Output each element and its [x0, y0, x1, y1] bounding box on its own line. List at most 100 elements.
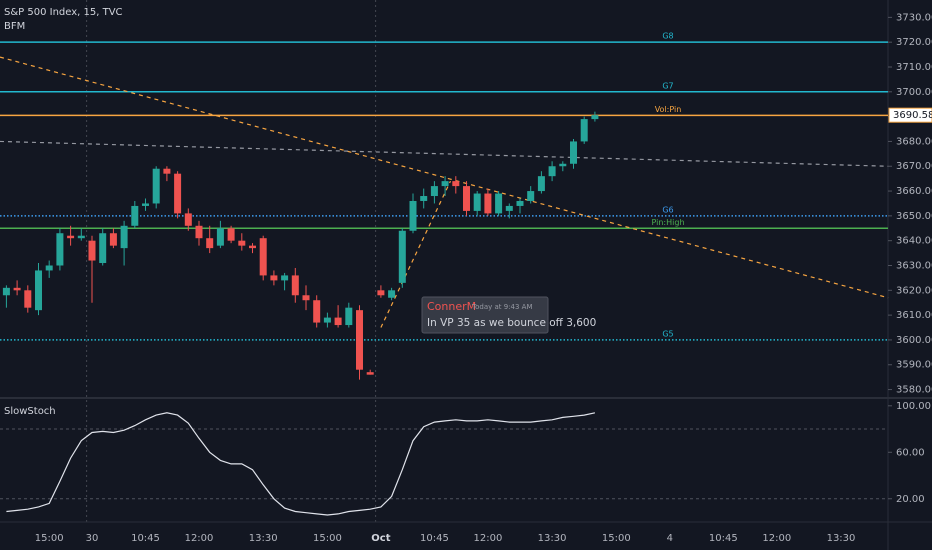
candle-body: [109, 233, 117, 246]
candle-body: [227, 228, 235, 241]
x-tick-label: 13:30: [827, 533, 856, 544]
candle-body: [152, 168, 160, 204]
y-tick-label: 3710.00: [896, 62, 932, 73]
candle-body: [238, 240, 246, 246]
candle-body: [409, 200, 417, 231]
candle-body: [323, 317, 331, 323]
last-price-tag: [888, 107, 932, 123]
candle-body: [559, 163, 567, 167]
x-tick-label: Oct: [371, 533, 390, 544]
candle-body: [463, 186, 470, 211]
candle-body: [345, 307, 353, 326]
y-tick-label: 3730.00: [896, 12, 932, 23]
candle-body: [505, 205, 513, 211]
candle-body: [495, 193, 503, 214]
annotation: ConnerM Today at 9:43 AM In VP 35 as we …: [421, 296, 596, 334]
x-tick-label: 15:00: [313, 533, 342, 544]
candle-body: [516, 200, 524, 206]
candle-body: [430, 186, 438, 197]
chart-title: S&P 500 Index, 15, TVC: [4, 7, 123, 18]
x-tick-label: 10:45: [420, 533, 449, 544]
y-tick-label: 3660.00: [896, 186, 932, 197]
x-tick-label: 4: [667, 533, 673, 544]
trend-line: [0, 56, 889, 299]
candle-body: [174, 173, 182, 214]
level-label: Vol:Pin: [655, 105, 682, 114]
chart-subtitle: BFM: [4, 21, 25, 32]
candle-body: [270, 275, 278, 281]
y-tick-label: 3680.00: [896, 136, 932, 147]
candle-body: [356, 310, 363, 370]
candle-body: [13, 287, 21, 291]
trend-line: [380, 180, 451, 328]
y-tick-label: 3620.00: [896, 285, 932, 296]
y-tick-label: 3600.00: [896, 335, 932, 346]
candle-body: [366, 372, 374, 375]
candle-body: [120, 225, 128, 249]
candle-body: [313, 300, 321, 323]
candle-body: [99, 233, 107, 264]
candle-body: [259, 238, 267, 276]
x-tick-label: 10:45: [709, 533, 738, 544]
x-tick-label: 12:00: [762, 533, 791, 544]
candle-body: [131, 205, 139, 226]
x-tick-label: 13:30: [538, 533, 567, 544]
x-tick-label: 12:00: [185, 533, 214, 544]
y-tick-label: 100.00: [896, 401, 931, 412]
level-label: G8: [662, 32, 673, 41]
candle-body: [334, 317, 342, 326]
candle-body: [377, 290, 385, 296]
x-tick-label: 15:00: [35, 533, 64, 544]
candle-body: [195, 225, 203, 239]
candle-body: [484, 193, 492, 214]
candle-body: [56, 233, 64, 266]
last-price-label: 3690.58: [893, 110, 932, 121]
candle-body: [452, 181, 460, 187]
candle-body: [184, 213, 192, 226]
x-tick-label: 12:00: [473, 533, 502, 544]
candle-body: [24, 290, 32, 308]
x-tick-label: 15:00: [602, 533, 631, 544]
candle-body: [281, 275, 289, 281]
candle-body: [420, 196, 428, 201]
candle-body: [473, 193, 481, 211]
x-tick-label: 30: [86, 533, 99, 544]
candle-body: [398, 230, 406, 283]
y-tick-label: 3650.00: [896, 211, 932, 222]
candle-body: [163, 168, 171, 174]
annotation-time: Today at 9:43 AM: [471, 303, 533, 311]
candle-body: [441, 181, 449, 187]
candle-body: [537, 176, 545, 192]
candle-body: [388, 290, 396, 298]
candle-body: [580, 119, 588, 142]
x-tick-label: 13:30: [249, 533, 278, 544]
y-tick-label: 3580.00: [896, 385, 932, 396]
candle-body: [591, 115, 599, 120]
y-tick-label: 60.00: [896, 447, 925, 458]
y-tick-label: 3700.00: [896, 87, 932, 98]
x-tick-label: 10:45: [131, 533, 160, 544]
y-tick-label: 3720.00: [896, 37, 932, 48]
annotation-box: [421, 296, 549, 334]
candle-body: [527, 191, 535, 201]
candle-body: [142, 203, 149, 206]
level-label: Pin:High: [651, 218, 684, 227]
candle-body: [206, 238, 214, 249]
y-tick-label: 3590.00: [896, 360, 932, 371]
candle-body: [548, 166, 556, 177]
indicator-title: SlowStoch: [4, 406, 56, 417]
candle-body: [88, 240, 96, 261]
candle-body: [302, 295, 310, 301]
y-tick-label: 3640.00: [896, 236, 932, 247]
candle-body: [45, 265, 53, 271]
candle-body: [67, 235, 75, 239]
marks: 3580.00 3590.00 3600.00 3610.00 3620.00 3630.…: [0, 12, 932, 544]
candle-body: [216, 228, 224, 246]
level-label: G7: [662, 81, 673, 90]
y-tick-label: 3610.00: [896, 310, 932, 321]
candle-body: [77, 235, 85, 239]
level-label: G6: [662, 205, 673, 214]
